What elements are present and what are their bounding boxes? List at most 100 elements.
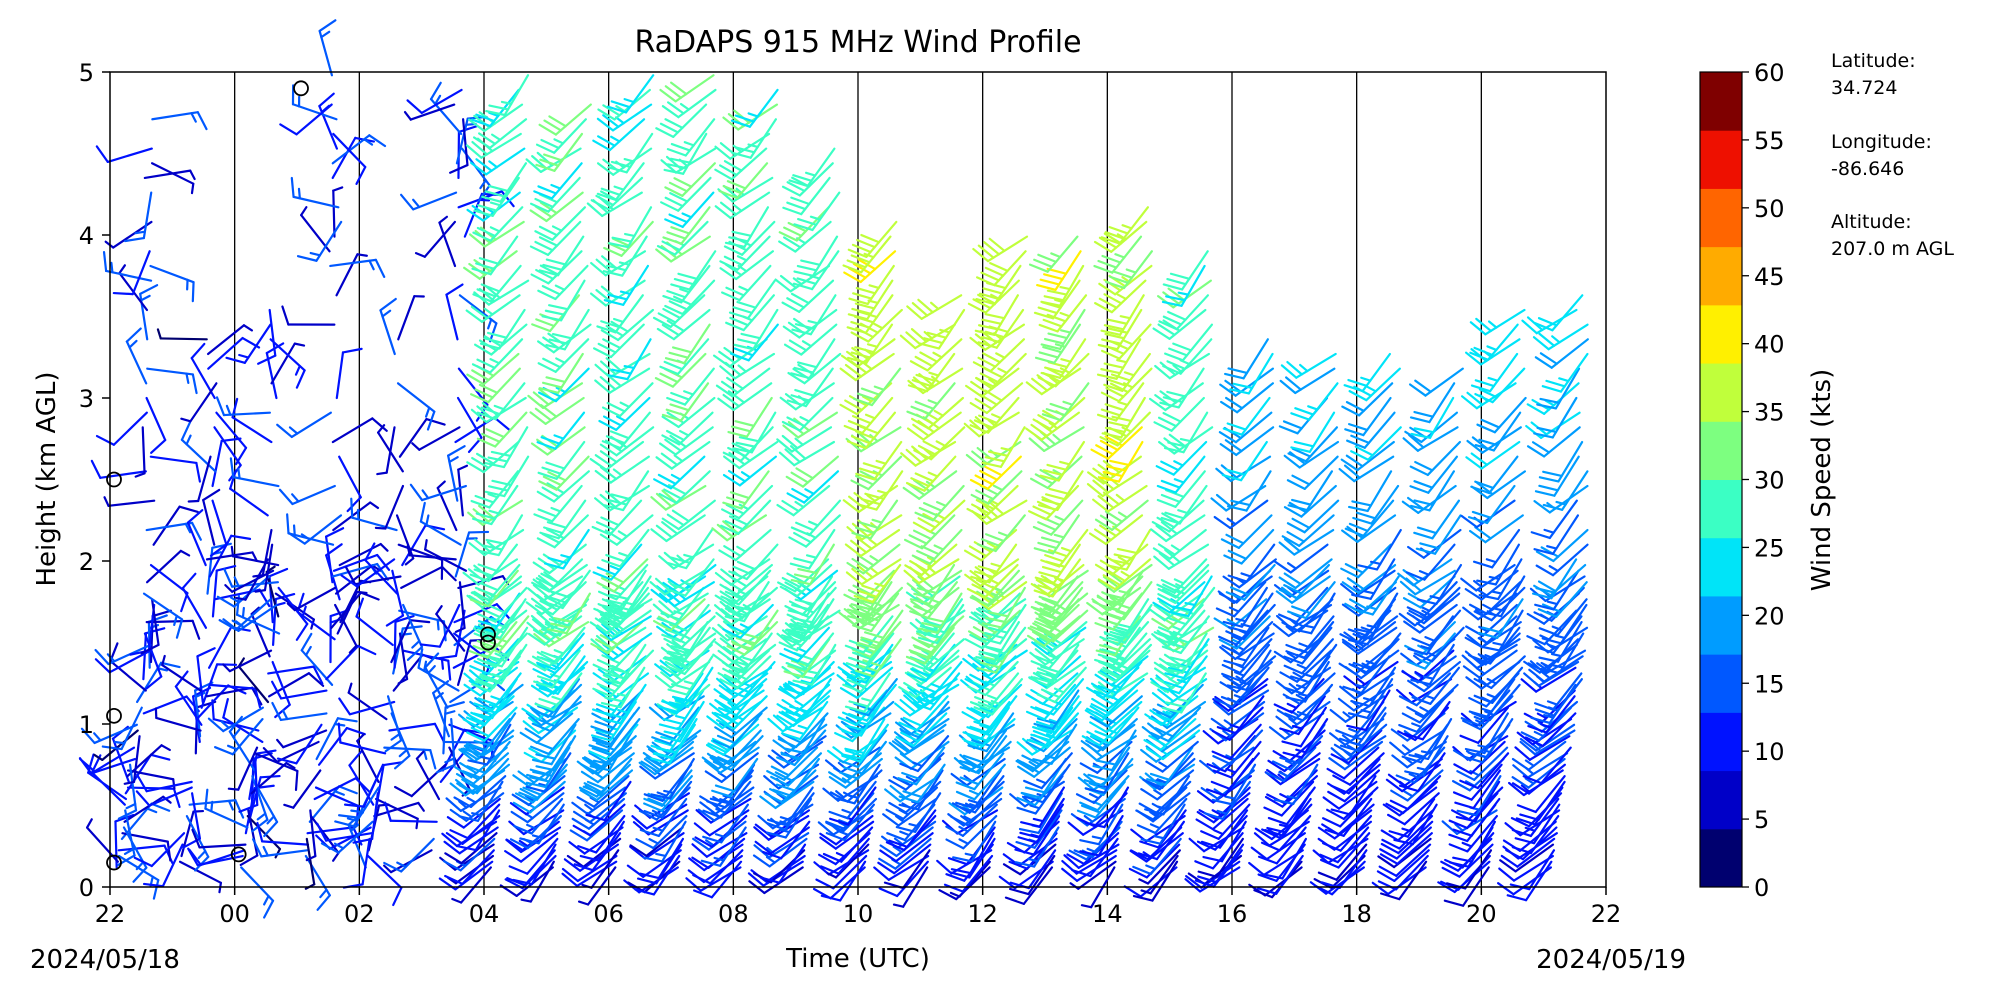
barb-staff [1102,757,1134,796]
barb-feather [913,592,934,600]
barb-staff [722,723,760,756]
barb-feather [601,559,622,568]
barb-feather [538,123,558,136]
wind-barb [853,563,902,604]
barb-staff [811,191,841,232]
barb-feather [734,114,755,123]
barb-feather [1073,849,1094,859]
barb-feather [191,828,201,849]
barb-staff [674,426,714,456]
wind-barb [969,672,1020,711]
wind-barb [534,672,583,712]
wind-barb [1030,575,1079,615]
barb-staff [1058,308,1086,351]
barb-feather [545,376,567,384]
wind-barb [642,820,687,863]
barb-feather [1032,729,1053,739]
wind-barb [656,308,711,341]
barb-feather [468,542,486,557]
barb-feather [479,550,500,557]
wind-barb [530,250,583,285]
wind-barb [790,543,835,586]
barb-feather [917,627,939,634]
barb-feather [651,736,672,745]
wind-barb [877,843,932,875]
wind-barb [320,820,374,854]
barb-feather [474,388,494,399]
barb-feather [529,209,548,223]
wind-barb [222,649,273,673]
barb-half-feather [128,339,138,349]
barb-half-feather [1053,533,1065,539]
barb-feather [691,843,708,858]
barb-feather [719,201,738,216]
barb-feather [785,710,806,719]
barb-feather [1036,284,1057,291]
barb-feather [709,797,731,805]
barb-feather [983,241,1001,256]
barb-staff [487,543,518,583]
barb-half-feather [1062,400,1074,406]
barb-feather [885,841,906,852]
wind-barb [591,718,641,756]
barb-feather [838,611,856,626]
wind-barb [332,132,367,185]
barb-half-feather [493,404,505,411]
barb-feather [899,762,919,773]
barb-staff [275,740,320,763]
barb-staff [553,632,585,671]
wind-barb [458,757,510,795]
barb-feather [485,654,507,663]
barb-feather [671,509,690,523]
wind-barb [573,832,622,872]
barb-feather [1032,672,1053,682]
barb-staff [237,746,259,791]
wind-barb [793,191,841,232]
barb-staff [543,752,572,793]
barb-feather [537,185,558,195]
barb-half-feather [1083,814,1094,823]
barb-staff [981,615,1017,650]
barb-staff [200,663,219,709]
barb-feather [851,415,872,425]
barb-feather [656,245,677,256]
barb-half-feather [417,801,425,812]
barb-staff [624,74,655,114]
barb-feather [600,577,620,588]
barb-staff [211,439,223,488]
wind-barb [639,797,688,838]
barb-feather [713,688,732,702]
barb-staff [494,586,528,623]
barb-feather [847,615,868,622]
barb-staff [101,729,139,761]
barb-staff [1105,700,1143,734]
barb-staff [371,792,379,841]
barb-feather [971,739,992,747]
barb-feather [477,563,498,572]
barb-feather [987,626,1009,634]
barb-feather [857,503,878,511]
barb-feather [602,104,621,117]
barb-feather [653,478,672,490]
barb-feather [898,795,919,804]
barb-feather [975,655,996,663]
wind-barb [780,700,829,741]
wind-barb [512,843,557,886]
barb-feather [1085,739,1104,752]
barb-staff [384,484,405,530]
barb-staff [194,689,202,738]
wind-barb [419,603,461,648]
barb-feather [793,223,814,232]
barb-feather [670,646,691,656]
barb-feather [531,323,552,333]
barb-feather [669,403,690,412]
barb-staff [544,396,585,425]
wind-barb [508,837,559,875]
barb-feather [661,323,680,337]
barb-staff [555,455,590,491]
barb-staff [364,559,399,595]
wind-barb [276,723,323,765]
barb-feather [774,278,792,293]
barb-feather [967,302,987,314]
wind-barb [531,723,577,766]
